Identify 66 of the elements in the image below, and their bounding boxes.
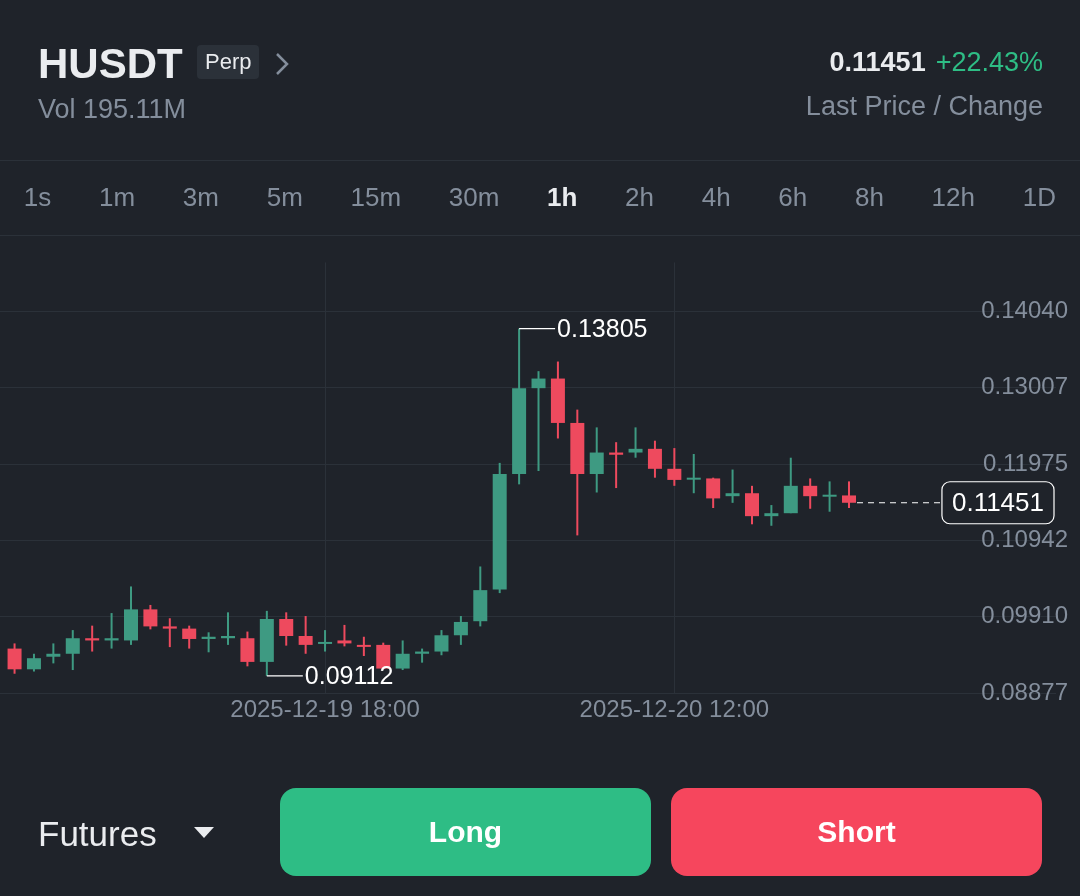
candlestick bbox=[764, 504, 779, 527]
text: 1m bbox=[99, 182, 136, 213]
text: Long bbox=[280, 788, 651, 876]
text: +22.43% bbox=[935, 47, 1043, 77]
candlestick bbox=[7, 642, 22, 675]
text: 15m bbox=[350, 182, 402, 213]
y-tick-label: 0.13007 bbox=[981, 372, 1068, 400]
text: 1s bbox=[23, 182, 52, 213]
candlestick bbox=[744, 484, 759, 526]
candlestick bbox=[104, 612, 119, 650]
candlestick bbox=[201, 631, 216, 654]
candlestick bbox=[667, 447, 682, 487]
candlestick bbox=[240, 630, 255, 668]
text: 5m bbox=[266, 182, 303, 213]
annotation: 0.09112 bbox=[304, 660, 394, 689]
candlestick bbox=[822, 480, 837, 513]
candlestick bbox=[162, 617, 177, 649]
y-tick-label: 0.14040 bbox=[981, 295, 1068, 323]
candlestick bbox=[628, 426, 643, 459]
candlestick bbox=[395, 639, 410, 672]
text: 3m bbox=[182, 182, 219, 213]
candlestick bbox=[143, 603, 158, 631]
candlestick bbox=[725, 468, 740, 504]
text: 8h bbox=[854, 182, 884, 213]
candlestick bbox=[85, 624, 100, 653]
candlestick bbox=[356, 635, 371, 657]
candlestick bbox=[182, 624, 197, 650]
candlestick bbox=[46, 642, 61, 665]
candlestick bbox=[453, 615, 468, 646]
text: Perp bbox=[197, 45, 260, 79]
candlestick bbox=[531, 370, 546, 473]
chart-title: HUSDT bbox=[38, 40, 183, 88]
candlestick bbox=[647, 439, 662, 479]
text: Last Price / Change bbox=[805, 91, 1043, 122]
candlestick bbox=[337, 623, 352, 648]
candlestick bbox=[221, 611, 236, 646]
candlestick bbox=[65, 629, 80, 672]
annotation: 0.13805 bbox=[557, 313, 648, 342]
text: 0.11451 bbox=[829, 47, 926, 77]
y-tick-label: 0.09910 bbox=[981, 601, 1068, 629]
text: 12h bbox=[931, 182, 975, 213]
y-tick-label: 0.10942 bbox=[981, 525, 1068, 553]
text: 4h bbox=[701, 182, 731, 213]
candlestick bbox=[842, 480, 857, 510]
candlestick bbox=[318, 629, 333, 653]
candlestick bbox=[434, 629, 449, 657]
candlestick bbox=[298, 615, 313, 655]
y-tick-label: 0.08877 bbox=[981, 677, 1068, 705]
text: 2h bbox=[625, 182, 655, 213]
candlestick bbox=[686, 453, 701, 495]
text: Short bbox=[671, 788, 1042, 876]
candlestick bbox=[589, 426, 604, 494]
y-tick-label: 0.11975 bbox=[983, 448, 1068, 476]
ref-line-label: 0.11451 bbox=[951, 486, 1045, 517]
chart-subtitle: Vol 195.11M bbox=[38, 94, 187, 125]
x-tick-label: 2025-12-19 18:00 bbox=[230, 695, 420, 723]
text: 30m bbox=[448, 182, 500, 213]
candlestick bbox=[803, 477, 818, 510]
candlestick bbox=[279, 611, 294, 647]
text: 6h bbox=[778, 182, 808, 213]
text: 1D bbox=[1022, 182, 1056, 213]
candlestick bbox=[706, 476, 721, 510]
text: Futures bbox=[38, 814, 157, 854]
candlestick bbox=[609, 441, 624, 490]
text: 1h bbox=[547, 182, 578, 213]
x-tick-label: 2025-12-20 12:00 bbox=[579, 695, 770, 723]
